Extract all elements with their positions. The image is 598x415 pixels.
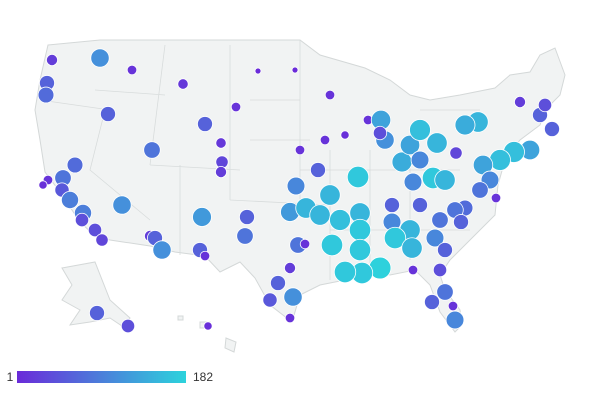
bubble bbox=[152, 240, 172, 260]
bubble bbox=[319, 184, 341, 206]
bubble bbox=[490, 192, 502, 204]
bubble bbox=[537, 97, 553, 113]
bubble bbox=[424, 294, 440, 310]
bubble bbox=[66, 156, 84, 174]
bubble bbox=[372, 125, 388, 141]
bubble bbox=[283, 287, 303, 307]
bubble bbox=[284, 312, 296, 324]
bubble bbox=[329, 209, 351, 231]
bubble bbox=[236, 227, 254, 245]
bubble bbox=[120, 318, 136, 334]
bubble bbox=[320, 233, 344, 257]
bubble bbox=[399, 134, 421, 156]
bubble bbox=[215, 137, 227, 149]
bubbles bbox=[37, 48, 560, 334]
bubble bbox=[284, 262, 296, 274]
bubble bbox=[403, 172, 423, 192]
bubble bbox=[384, 197, 400, 213]
bubble bbox=[95, 233, 109, 247]
bubble bbox=[230, 101, 242, 113]
bubble bbox=[437, 242, 453, 258]
bubble bbox=[425, 228, 445, 248]
bubble bbox=[197, 116, 213, 132]
bubble bbox=[239, 209, 255, 225]
bubble bbox=[412, 197, 428, 213]
bubble bbox=[346, 165, 370, 189]
bubble bbox=[143, 141, 161, 159]
bubble bbox=[299, 238, 311, 250]
bubble bbox=[270, 275, 286, 291]
bubble bbox=[310, 162, 326, 178]
bubble bbox=[203, 321, 213, 331]
bubble bbox=[112, 195, 132, 215]
bubble bbox=[309, 204, 331, 226]
bubble bbox=[319, 134, 331, 146]
bubble bbox=[87, 222, 103, 238]
bubble bbox=[100, 106, 116, 122]
bubble bbox=[383, 226, 407, 250]
bubble bbox=[199, 250, 211, 262]
bubble bbox=[90, 48, 110, 68]
bubble bbox=[262, 292, 278, 308]
bubble bbox=[454, 114, 476, 136]
bubble bbox=[89, 305, 105, 321]
bubble bbox=[348, 238, 372, 262]
bubble bbox=[38, 180, 48, 190]
bubble bbox=[37, 86, 55, 104]
bubble bbox=[254, 67, 262, 75]
bubble bbox=[340, 130, 350, 140]
bubble bbox=[291, 66, 299, 74]
bubble bbox=[348, 218, 372, 242]
bubble bbox=[449, 146, 463, 160]
bubble bbox=[426, 132, 448, 154]
bubble bbox=[333, 260, 357, 284]
legend-gradient bbox=[17, 371, 186, 383]
bubble bbox=[409, 119, 431, 141]
bubble bbox=[294, 144, 306, 156]
bubble bbox=[74, 212, 90, 228]
bubble bbox=[46, 54, 58, 66]
hawaii bbox=[177, 315, 237, 353]
bubble bbox=[453, 214, 469, 230]
bubble bbox=[447, 300, 459, 312]
bubble bbox=[514, 96, 526, 108]
bubble bbox=[544, 121, 560, 137]
bubble bbox=[286, 176, 306, 196]
bubble bbox=[410, 150, 430, 170]
bubble bbox=[471, 181, 489, 199]
bubble bbox=[407, 264, 419, 276]
bubble bbox=[215, 166, 227, 178]
bubble bbox=[445, 310, 465, 330]
bubble bbox=[434, 169, 456, 191]
bubble bbox=[126, 64, 138, 76]
bubble bbox=[431, 211, 449, 229]
bubble bbox=[177, 78, 189, 90]
bubble bbox=[432, 262, 448, 278]
bubble bbox=[324, 89, 336, 101]
legend-max: 182 bbox=[193, 370, 213, 384]
legend-min: 1 bbox=[7, 370, 14, 384]
bubble bbox=[60, 190, 80, 210]
bubble bbox=[436, 283, 454, 301]
bubble bbox=[192, 207, 212, 227]
bubble bbox=[401, 237, 423, 259]
